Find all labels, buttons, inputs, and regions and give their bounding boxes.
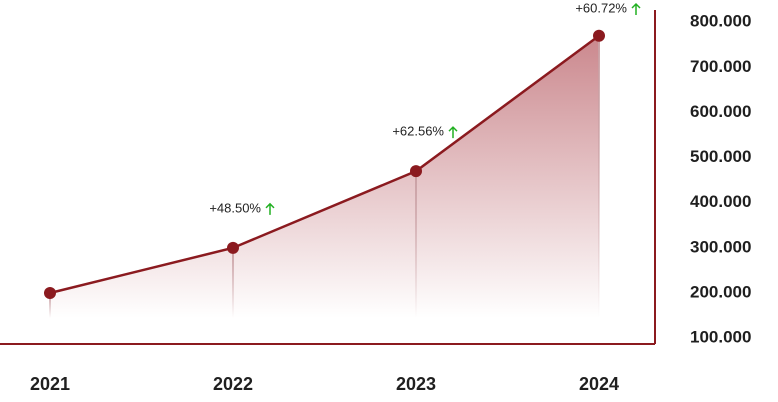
growth-label: +62.56%	[392, 124, 444, 139]
point	[44, 286, 56, 299]
point	[410, 165, 422, 178]
y-tick-label: 500.000	[690, 147, 751, 166]
growth-arrow	[448, 126, 458, 139]
x-tick-label: 2023	[396, 374, 436, 394]
y-tick-label: 400.000	[690, 192, 751, 211]
area-fill	[50, 35, 599, 319]
x-tick-label: 2022	[213, 374, 253, 394]
point	[593, 29, 605, 42]
y-tick-label: 100.000	[690, 328, 751, 347]
growth-label: +48.50%	[209, 200, 261, 215]
y-tick-label: 200.000	[690, 282, 751, 301]
y-tick-label: 600.000	[690, 102, 751, 121]
x-tick-label: 2021	[30, 374, 70, 394]
point	[227, 241, 239, 254]
drop-line	[598, 35, 600, 319]
drop-line	[415, 171, 417, 318]
x-tick-label: 2024	[579, 374, 619, 394]
line	[49, 34, 600, 295]
y-tick-label: 700.000	[690, 57, 751, 76]
y-tick-label: 800.000	[690, 12, 751, 31]
growth-label: +60.72%	[575, 0, 627, 15]
growth-arrow	[265, 202, 275, 215]
drop-line	[232, 247, 234, 318]
y-tick-label: 300.000	[690, 237, 751, 256]
drop-line	[49, 292, 51, 318]
growth-arrow	[631, 2, 641, 15]
